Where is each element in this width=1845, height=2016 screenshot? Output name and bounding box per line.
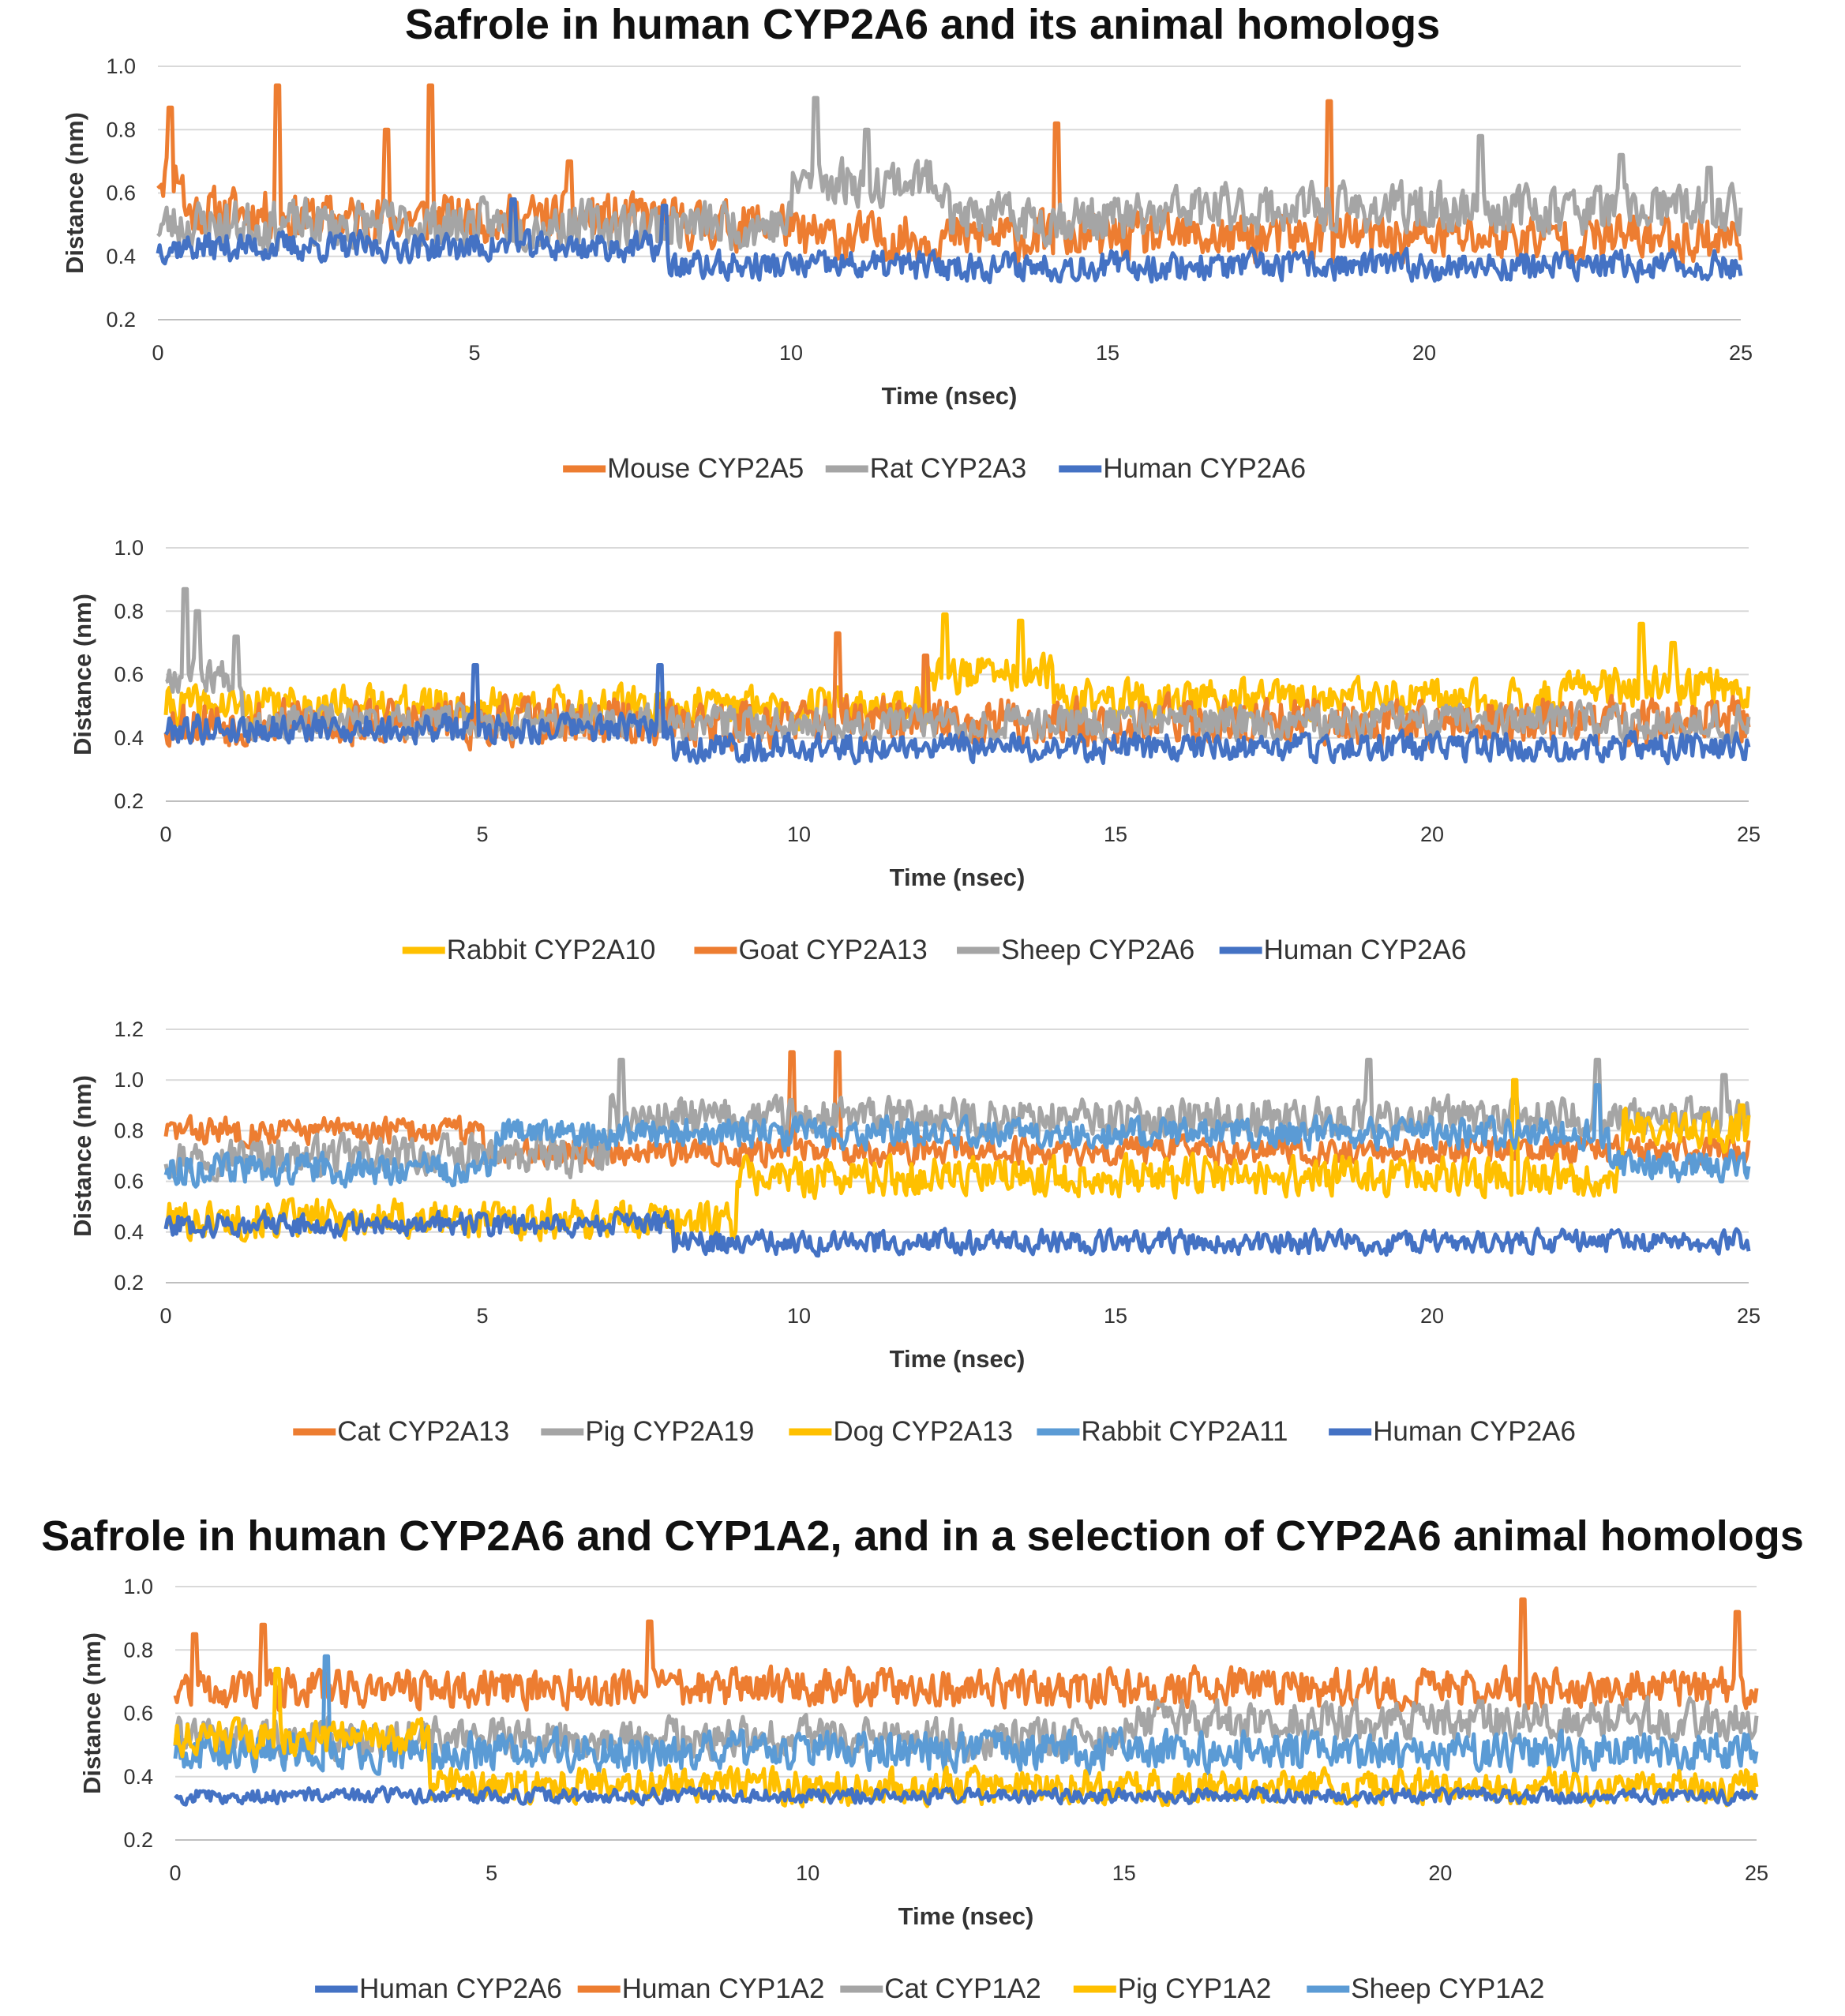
x-tick-label: 25: [1737, 1304, 1761, 1328]
x-tick-label: 20: [1420, 823, 1444, 846]
distance-chart-4: 0.2 0.4 0.6 0.8 1.0 0 5 10 15 20 25 Time (nsec) Dist…: [78, 1579, 1768, 2004]
series-line-sheep-cyp1a2: [173, 1654, 1759, 1777]
x-tick-label: 10: [796, 1861, 819, 1885]
x-tick-label: 25: [1745, 1861, 1768, 1885]
x-tick-label: 0: [152, 341, 163, 365]
chart-title-bottom: Safrole in human CYP2A6 and CYP1A2, and …: [41, 1512, 1804, 1560]
x-tick-label: 10: [787, 1304, 811, 1328]
y-axis-label: Distance (nm): [69, 1075, 96, 1237]
distance-chart-1: 0.2 0.4 0.6 0.8 1.0 0 5 10 15 20 25 Time (nsec) Dist…: [61, 55, 1753, 484]
legend-label: Mouse CYP2A5: [607, 453, 804, 484]
series-line-human-cyp1a2: [173, 1597, 1759, 1713]
x-tick-label: 20: [1428, 1861, 1452, 1885]
legend-label: Dog CYP2A13: [833, 1416, 1013, 1447]
y-tick-label: 0.4: [114, 726, 144, 750]
y-tick-label: 1.0: [114, 537, 144, 560]
legend-label: Rabbit CYP2A10: [447, 935, 656, 965]
x-axis-label: Time (nsec): [890, 864, 1026, 891]
legend-label: Human CYP1A2: [622, 1973, 825, 2004]
y-tick-label: 0.8: [114, 1119, 144, 1142]
x-tick-label: 25: [1737, 823, 1761, 846]
x-tick-label: 25: [1729, 341, 1753, 365]
series-line-rabbit-cyp2a11: [163, 1083, 1751, 1189]
x-tick-label: 20: [1420, 1304, 1444, 1328]
y-tick-label: 0.2: [114, 789, 144, 813]
series-line-rat-cyp2a3: [156, 96, 1743, 253]
legend-label: Cat CYP1A2: [884, 1973, 1041, 2004]
y-tick-label: 0.8: [106, 118, 136, 141]
y-tick-label: 0.8: [114, 599, 144, 623]
y-tick-label: 0.6: [123, 1702, 153, 1726]
y-tick-label: 0.2: [114, 1271, 144, 1295]
x-axis-label: Time (nsec): [898, 1902, 1034, 1930]
distance-chart-2: 0.2 0.4 0.6 0.8 1.0 0 5 10 15 20 25 Time (nsec) Dist…: [69, 537, 1761, 965]
x-axis-label: Time (nsec): [890, 1345, 1026, 1373]
x-tick-label: 5: [476, 1304, 488, 1328]
x-tick-label: 5: [476, 823, 488, 846]
legend-label: Rat CYP2A3: [870, 453, 1026, 484]
y-tick-label: 0.6: [114, 663, 144, 687]
x-tick-label: 15: [1096, 341, 1119, 365]
legend-label: Rabbit CYP2A11: [1081, 1416, 1288, 1447]
legend-label: Sheep CYP1A2: [1351, 1973, 1544, 2004]
y-tick-label: 0.6: [106, 182, 136, 205]
series-line-human-cyp2a6: [163, 1209, 1751, 1258]
legend-label: Sheep CYP2A6: [1001, 935, 1194, 965]
x-tick-label: 0: [169, 1861, 181, 1885]
y-tick-label: 0.2: [123, 1828, 153, 1852]
legend-label: Human CYP2A6: [1103, 453, 1306, 484]
series-line-mouse-cyp2a5: [156, 83, 1743, 268]
y-axis-label: Distance (nm): [78, 1632, 106, 1794]
chart-title-top: Safrole in human CYP2A6 and its animal h…: [404, 1, 1441, 48]
x-tick-label: 5: [486, 1861, 497, 1885]
legend-label: Human CYP2A6: [1373, 1416, 1576, 1447]
x-axis-label: Time (nsec): [882, 382, 1018, 410]
y-tick-label: 1.0: [123, 1579, 153, 1598]
x-tick-label: 15: [1112, 1861, 1136, 1885]
x-tick-label: 15: [1104, 1304, 1127, 1328]
legend-label: Cat CYP2A13: [337, 1416, 509, 1447]
series-line-human-cyp2a6: [156, 197, 1743, 285]
x-tick-label: 0: [159, 1304, 171, 1328]
y-axis-label: Distance (nm): [61, 112, 88, 274]
x-tick-label: 15: [1104, 823, 1127, 846]
y-axis-label: Distance (nm): [69, 594, 96, 755]
distance-chart-3: 0.2 0.4 0.6 0.8 1.0 1.2 0 5 10 15 20 25 Time (nsec) D…: [69, 1018, 1761, 1447]
x-tick-label: 0: [159, 823, 171, 846]
y-tick-label: 0.4: [123, 1765, 153, 1789]
legend-label: Goat CYP2A13: [738, 935, 927, 965]
legend-label: Human CYP2A6: [1264, 935, 1467, 965]
legend-label: Pig CYP1A2: [1118, 1973, 1272, 2004]
y-tick-label: 0.2: [106, 308, 136, 332]
y-tick-label: 0.8: [123, 1638, 153, 1662]
series-line-human-cyp2a6: [163, 663, 1751, 766]
x-tick-label: 5: [468, 341, 480, 365]
x-tick-label: 20: [1412, 341, 1436, 365]
legend-label: Human CYP2A6: [359, 1973, 562, 2004]
y-tick-label: 1.2: [114, 1018, 144, 1041]
y-tick-label: 1.0: [106, 55, 136, 78]
y-tick-label: 1.0: [114, 1068, 144, 1092]
series-line-rabbit-cyp2a10: [163, 612, 1751, 732]
series-line-human-cyp2a6: [174, 1785, 1759, 1807]
y-tick-label: 0.6: [114, 1170, 144, 1193]
x-tick-label: 10: [787, 823, 811, 846]
x-tick-label: 10: [779, 341, 803, 365]
y-tick-label: 0.4: [114, 1220, 144, 1244]
series-line-dog-cyp2a13: [163, 1077, 1751, 1243]
legend-label: Pig CYP2A19: [585, 1416, 754, 1447]
y-tick-label: 0.4: [106, 245, 136, 268]
